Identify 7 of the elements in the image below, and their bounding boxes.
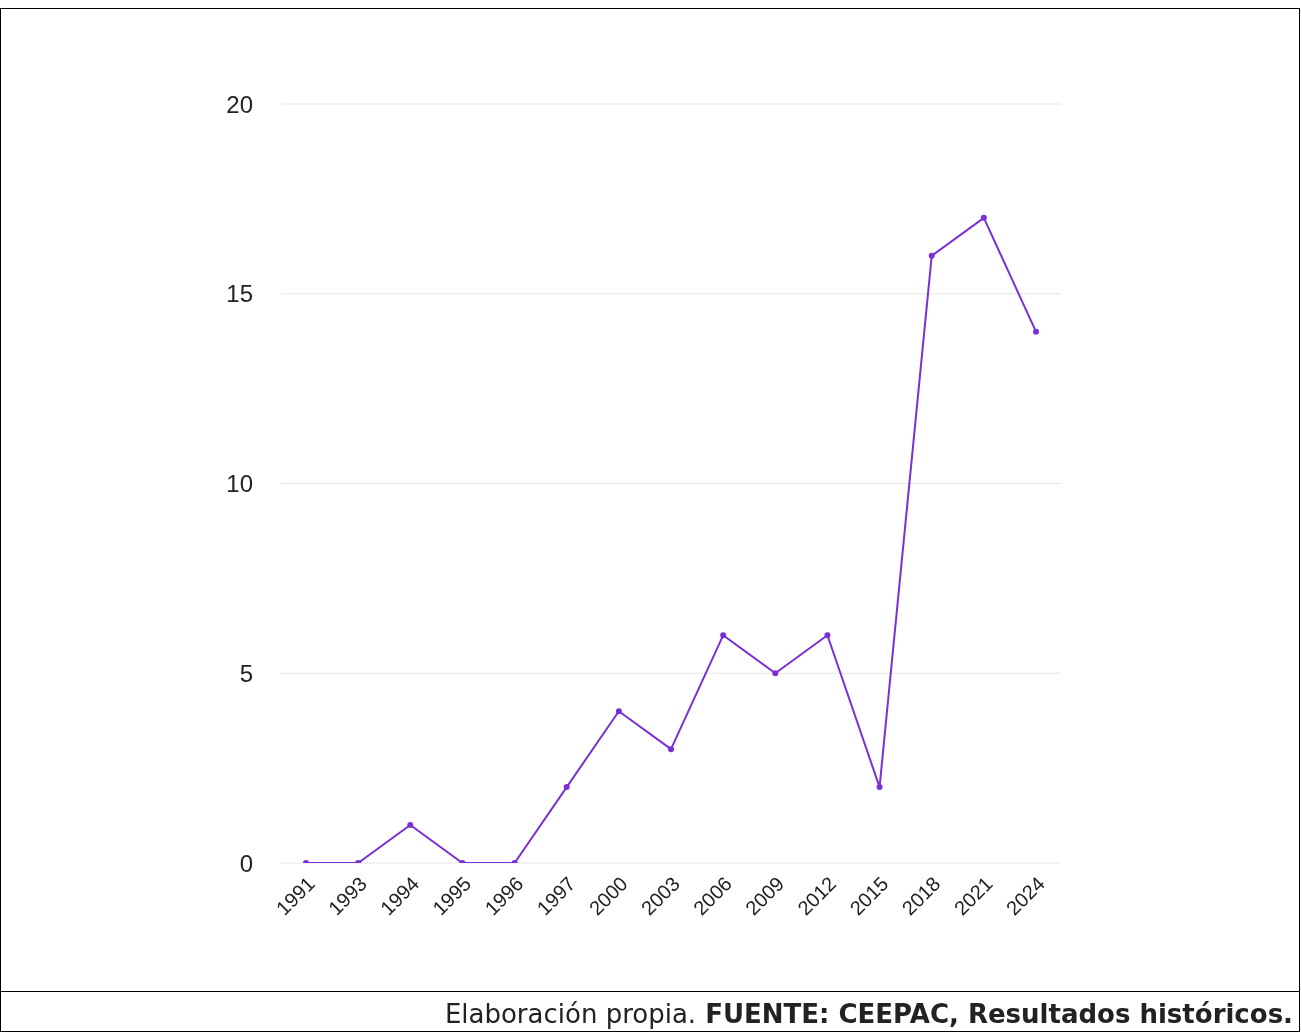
y-tick-label: 5 [239, 659, 253, 687]
y-tick-label: 15 [226, 280, 253, 308]
text: Elaboración propia. [444, 999, 697, 1029]
y-tick-label: 10 [226, 470, 253, 498]
y-tick-label: 0 [239, 849, 253, 877]
source-note: FUENTE: CEEPAC, Resultados históricos. [704, 999, 1293, 1029]
y-tick-label: 20 [226, 90, 253, 118]
